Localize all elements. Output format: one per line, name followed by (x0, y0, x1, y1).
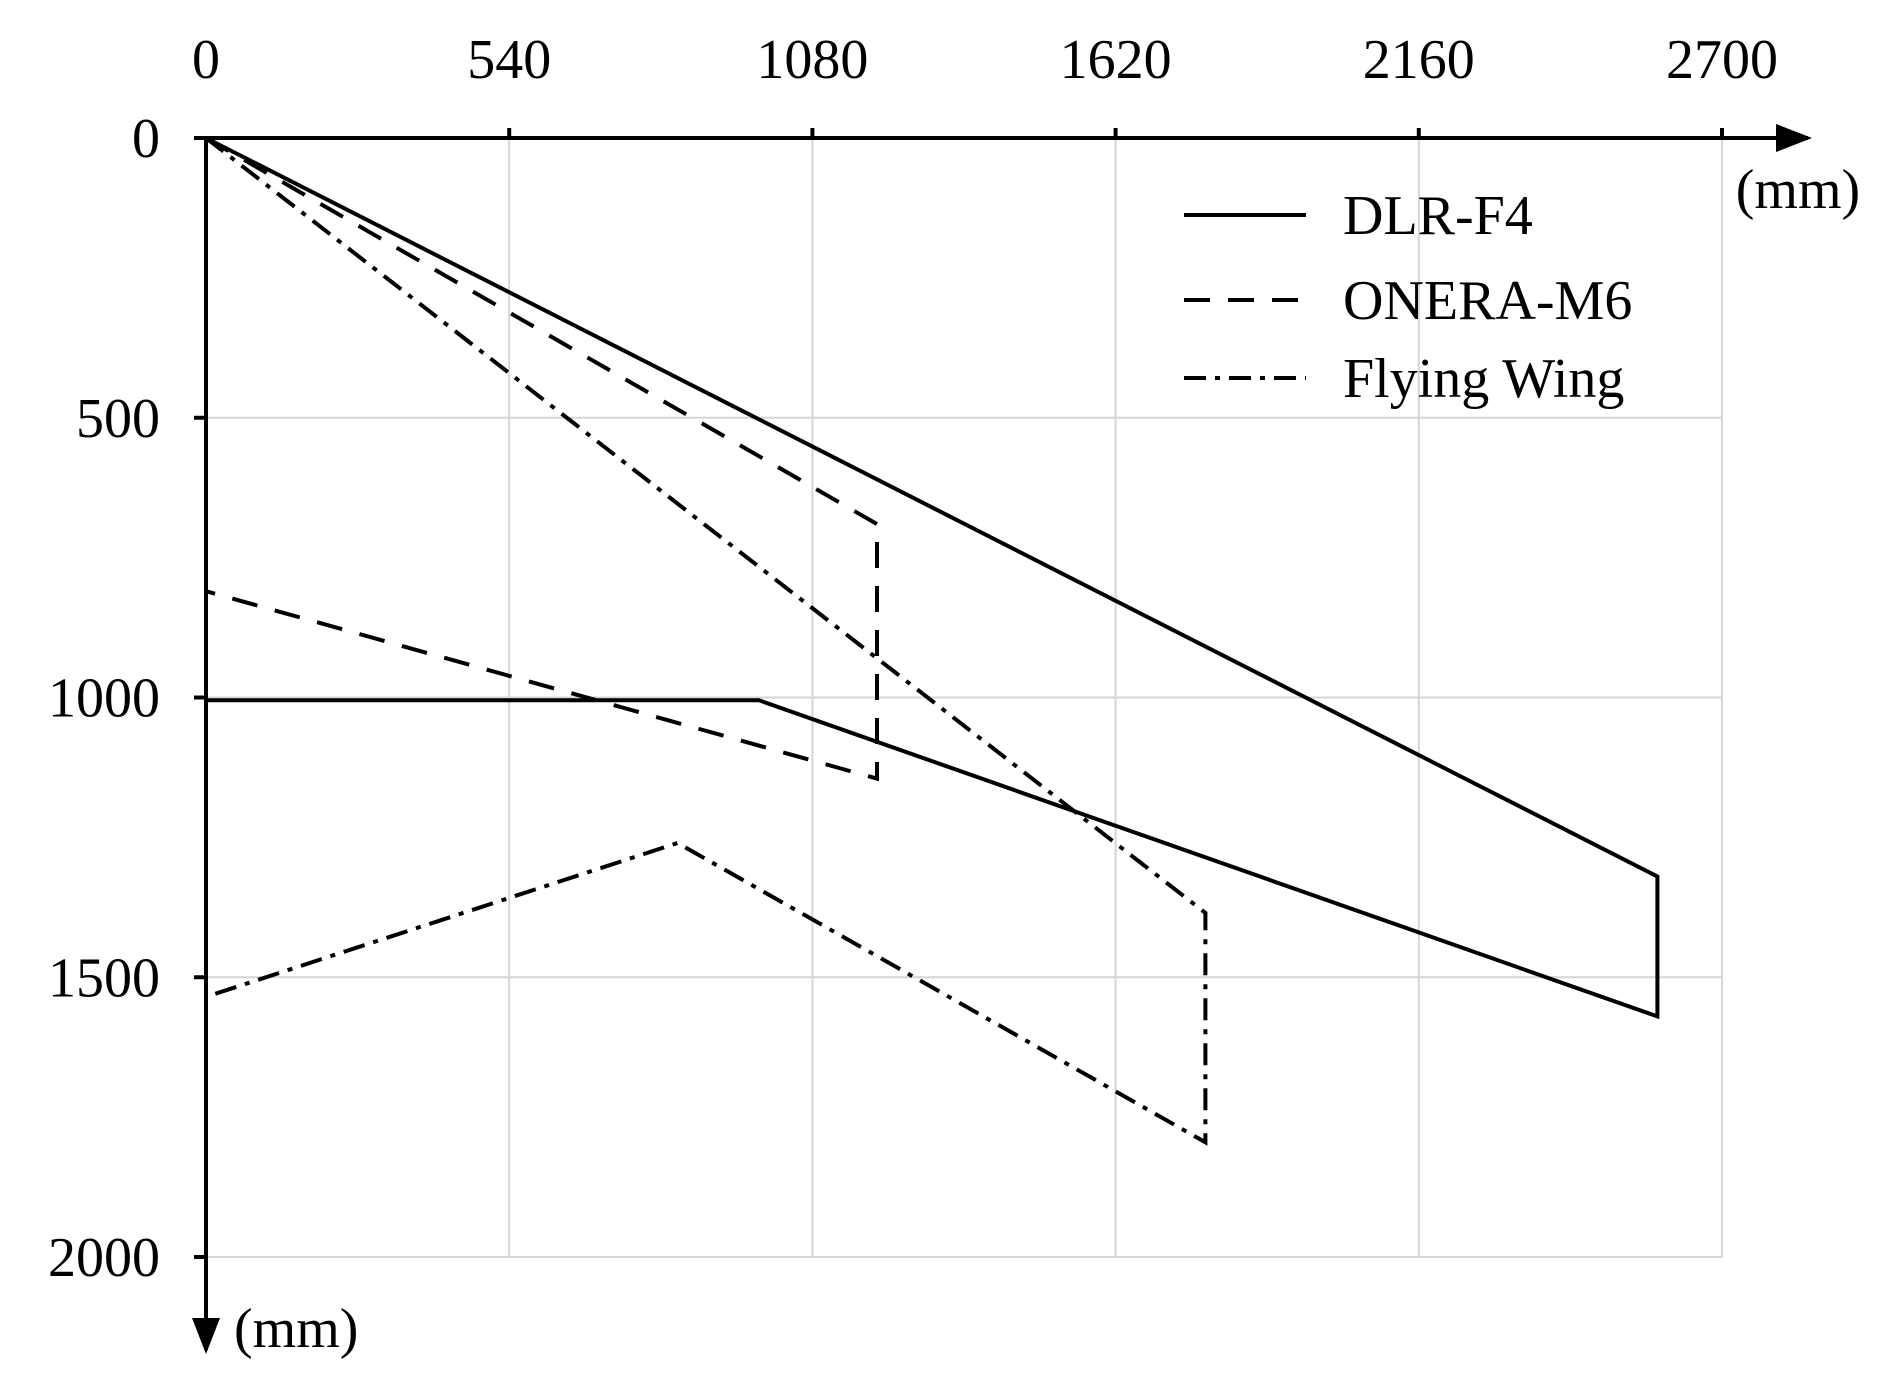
legend: DLR-F4 ONERA-M6 Flying Wing (1184, 185, 1632, 410)
tick-labels: 0 540 1080 1620 2160 2700 0 500 1000 1500 2000 (mm)… (48, 29, 1860, 1360)
grid (206, 138, 1723, 1258)
y-tick-label: 1000 (48, 668, 160, 730)
y-tick-label: 1500 (48, 947, 160, 1009)
series-line-dlr-f4 (205, 136, 1660, 1020)
series-layer (204, 136, 1660, 1146)
y-tick-label: 500 (76, 388, 160, 450)
legend-label: ONERA-M6 (1343, 270, 1632, 332)
y-tick-label: 0 (132, 108, 160, 170)
x-tick-label: 1080 (756, 29, 868, 91)
series-line-flying-wing (204, 136, 1208, 1146)
legend-label: DLR-F4 (1343, 185, 1533, 247)
x-axis-unit-label: (mm) (1736, 159, 1860, 221)
legend-label: Flying Wing (1343, 348, 1624, 410)
x-tick-label: 2160 (1363, 29, 1475, 91)
y-tick-label: 2000 (48, 1227, 160, 1289)
x-tick-label: 540 (467, 29, 551, 91)
axes (192, 124, 1812, 1354)
y-axis-unit-label: (mm) (234, 1298, 358, 1360)
x-tick-label: 0 (192, 29, 220, 91)
x-tick-label: 1620 (1060, 29, 1172, 91)
series-line-onera-m6 (205, 136, 879, 782)
x-tick-label: 2700 (1666, 29, 1778, 91)
